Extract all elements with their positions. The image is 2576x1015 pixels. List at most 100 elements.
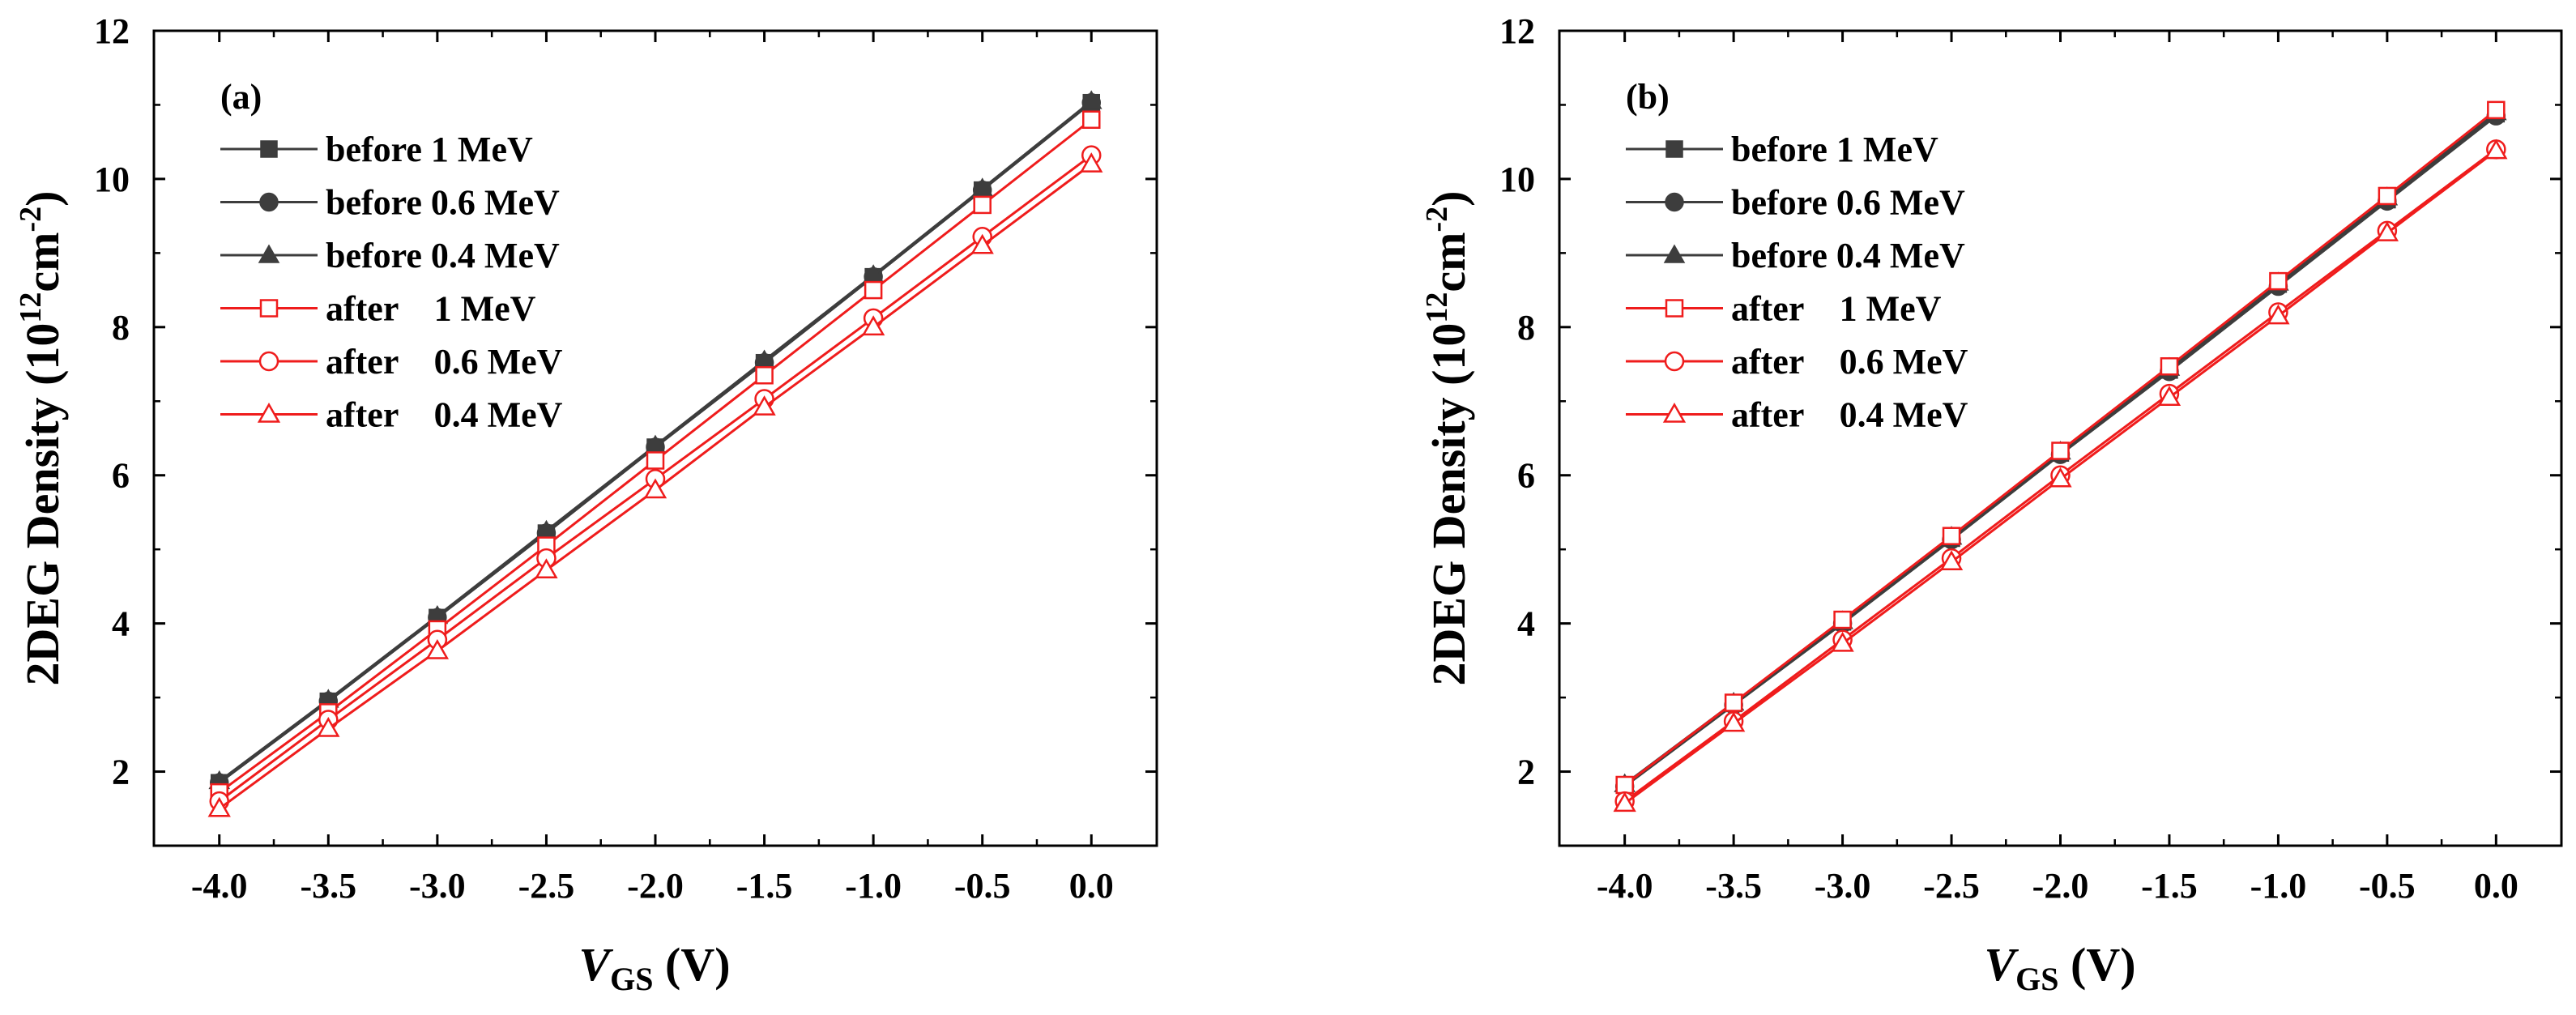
y-axis-title-sup1: 12 bbox=[1420, 292, 1454, 323]
data-point bbox=[1721, 711, 1746, 732]
series-after-0_4-MeV bbox=[207, 152, 1103, 817]
y-axis-title-prefix: 2DEG Density (10 bbox=[16, 323, 69, 686]
data-point bbox=[1080, 152, 1103, 173]
data-point bbox=[753, 395, 776, 416]
y-axis-title-suffix: ) bbox=[16, 191, 69, 207]
panel-label: (a) bbox=[220, 77, 262, 117]
x-tick-label: -3.0 bbox=[409, 866, 466, 906]
legend-label: before 0.4 MeV bbox=[326, 236, 560, 275]
data-point bbox=[2049, 467, 2072, 488]
legend-label: after 1 MeV bbox=[326, 289, 536, 329]
legend-item: before 0.6 MeV bbox=[1626, 183, 1965, 223]
y-axis-title-sup1: 12 bbox=[14, 292, 48, 323]
legend-item: before 0.6 MeV bbox=[220, 183, 560, 223]
y-tick-label: 2 bbox=[1517, 753, 1535, 792]
y-axis: 2 4 6 8 10 12 bbox=[1499, 11, 2561, 847]
data-point bbox=[1724, 693, 1743, 712]
legend-label: before 1 MeV bbox=[1731, 130, 1938, 169]
y-axis-title: 2DEG Density (1012cm-2) bbox=[14, 191, 69, 686]
legend-marker bbox=[257, 402, 281, 423]
data-point bbox=[1615, 775, 1634, 795]
legend-label: after 1 MeV bbox=[1731, 289, 1942, 329]
legend-item: after 0.6 MeV bbox=[1626, 342, 1968, 382]
legend-item: after 0.4 MeV bbox=[1626, 395, 1968, 435]
legend-label: after 0.4 MeV bbox=[326, 395, 563, 435]
y-axis-title-mid: cm bbox=[1422, 232, 1475, 292]
legend-marker bbox=[1665, 192, 1684, 212]
x-tick-label: -3.0 bbox=[1815, 866, 1871, 906]
x-axis-title-sub: GS bbox=[610, 961, 653, 997]
x-tick-label: -1.5 bbox=[2141, 866, 2198, 906]
data-point bbox=[2484, 139, 2508, 160]
data-point bbox=[1831, 631, 1854, 652]
data-point bbox=[1080, 90, 1102, 109]
x-tick-label: 0.0 bbox=[2474, 866, 2518, 906]
data-point bbox=[2378, 186, 2397, 206]
y-tick-label: 10 bbox=[94, 160, 130, 199]
y-tick-label: 4 bbox=[112, 604, 130, 644]
y-tick-label: 6 bbox=[112, 456, 130, 496]
panel-label: (b) bbox=[1626, 77, 1670, 117]
legend-marker bbox=[1662, 402, 1687, 423]
data-point bbox=[2487, 100, 2506, 120]
x-axis: -4.0 -3.5 -3.0 -2.5 -2.0 -1.5 -1.0 -0.5 0.0 bbox=[1597, 31, 2518, 906]
x-axis-title-unit: (V) bbox=[654, 938, 731, 991]
y-tick-label: 12 bbox=[1499, 11, 1535, 51]
legend-item: before 1 MeV bbox=[220, 130, 533, 169]
y-axis-title-mid: cm bbox=[16, 232, 69, 292]
data-point bbox=[425, 638, 450, 659]
legend-marker bbox=[1663, 244, 1686, 263]
x-tick-label: -3.5 bbox=[1705, 866, 1762, 906]
x-axis: -4.0 -3.5 -3.0 -2.5 -2.0 -1.5 -1.0 -0.5 0.0 bbox=[191, 31, 1114, 906]
data-point bbox=[864, 280, 883, 300]
series-after-1-MeV bbox=[1615, 100, 2506, 795]
data-point bbox=[317, 716, 340, 737]
data-point bbox=[861, 315, 885, 336]
data-point bbox=[535, 558, 558, 579]
y-axis-title-sup2: -2 bbox=[1420, 207, 1454, 232]
x-axis-title-main: V bbox=[578, 938, 613, 991]
data-point bbox=[2269, 271, 2288, 291]
legend-label: before 0.6 MeV bbox=[1731, 183, 1965, 223]
x-tick-label: -1.0 bbox=[2250, 866, 2307, 906]
x-axis-title: VGS (V) bbox=[1984, 938, 2135, 997]
x-tick-label: -1.5 bbox=[736, 866, 793, 906]
data-point bbox=[1833, 610, 1852, 629]
y-tick-label: 4 bbox=[1517, 604, 1535, 644]
x-tick-label: -2.5 bbox=[1923, 866, 1980, 906]
series-before-0_4-MeV bbox=[208, 90, 1102, 790]
data-point bbox=[2375, 221, 2399, 241]
data-point bbox=[1613, 791, 1636, 812]
legend-marker bbox=[258, 244, 280, 263]
data-point bbox=[646, 451, 665, 470]
legend-marker bbox=[260, 140, 278, 158]
x-tick-label: -0.5 bbox=[2359, 866, 2416, 906]
x-tick-label: -1.0 bbox=[845, 866, 902, 906]
x-tick-label: -4.0 bbox=[191, 866, 248, 906]
x-tick-label: -0.5 bbox=[954, 866, 1011, 906]
data-point bbox=[2267, 304, 2290, 325]
legend-item: before 1 MeV bbox=[1626, 130, 1938, 169]
legend-label: before 1 MeV bbox=[326, 130, 533, 169]
x-tick-label: -4.0 bbox=[1597, 866, 1653, 906]
data-point bbox=[2160, 357, 2179, 376]
y-tick-label: 12 bbox=[94, 11, 130, 51]
legend-marker bbox=[259, 192, 279, 212]
y-tick-label: 6 bbox=[1517, 456, 1535, 496]
series-after-1-MeV bbox=[210, 110, 1101, 802]
y-axis: 2 4 6 8 10 12 bbox=[94, 11, 1157, 847]
legend-item: after 0.6 MeV bbox=[220, 342, 563, 382]
x-axis-title-main: V bbox=[1984, 938, 2019, 991]
data-point bbox=[2051, 441, 2070, 460]
legend: before 1 MeV before 0.6 MeV before 0.4 MeV… bbox=[1626, 130, 1968, 435]
x-tick-label: -2.5 bbox=[518, 866, 575, 906]
y-axis-title-prefix: 2DEG Density (10 bbox=[1422, 323, 1475, 686]
legend: before 1 MeV before 0.6 MeV before 0.4 MeV… bbox=[220, 130, 563, 435]
data-point bbox=[1939, 550, 1964, 570]
x-tick-label: 0.0 bbox=[1069, 866, 1114, 906]
legend-item: after 1 MeV bbox=[1626, 289, 1942, 329]
x-axis-title-sub: GS bbox=[2015, 961, 2058, 997]
y-tick-label: 2 bbox=[112, 753, 130, 792]
legend-marker bbox=[259, 299, 279, 318]
